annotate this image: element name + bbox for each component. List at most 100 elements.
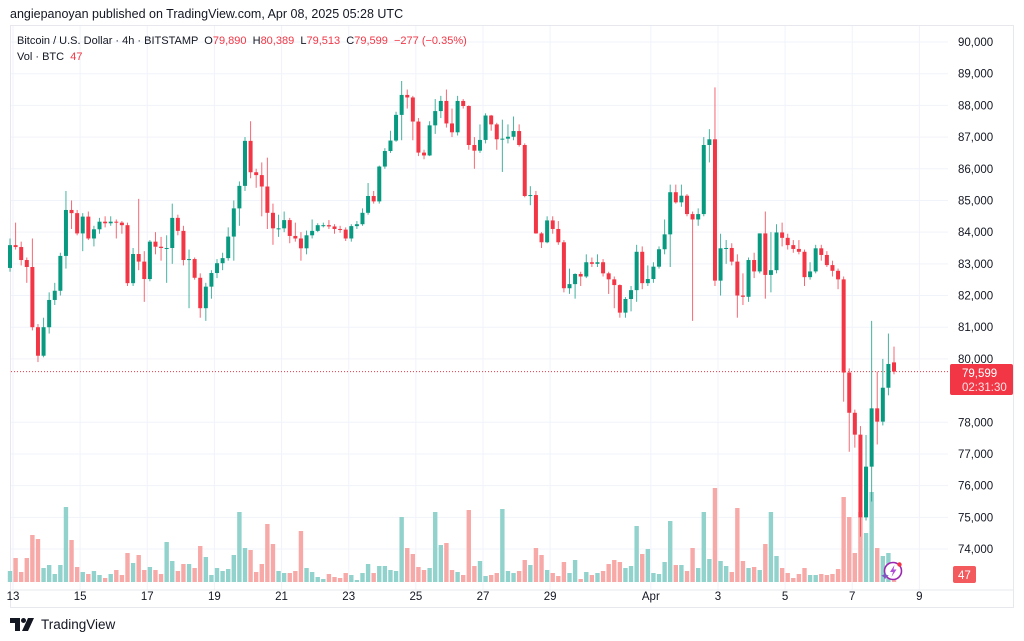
candle <box>108 221 113 224</box>
volume-bar <box>186 564 192 582</box>
candle <box>483 115 488 140</box>
candle <box>75 213 80 234</box>
volume-bar <box>399 517 404 582</box>
candle <box>69 209 74 214</box>
volume-bar <box>550 573 555 582</box>
candle <box>47 299 52 328</box>
candle <box>293 235 298 239</box>
volume-bar <box>595 573 600 582</box>
candle <box>847 372 852 413</box>
volume-bar <box>578 579 583 582</box>
time-tick-label: 9 <box>916 591 922 603</box>
volume-bar <box>315 577 320 582</box>
volume-bar <box>723 566 729 582</box>
volume-bar <box>528 565 533 582</box>
volume-bar <box>142 570 147 582</box>
volume-bar <box>500 509 505 582</box>
legend-volume-label[interactable]: Vol · BTC <box>17 51 65 63</box>
volume-bar <box>466 510 471 582</box>
candle <box>757 233 762 272</box>
volume-badge: 47 <box>953 566 976 583</box>
candle <box>617 285 622 313</box>
volume-bar <box>365 564 371 582</box>
volume-bar <box>623 568 628 582</box>
candle <box>522 144 527 197</box>
volume-bar <box>102 578 108 582</box>
volume-bar <box>58 565 63 582</box>
candle <box>517 131 522 145</box>
candle <box>147 241 152 280</box>
candle <box>601 262 606 274</box>
price-tick-label: 75,000 <box>958 512 993 524</box>
volume-bar <box>455 572 460 582</box>
candle <box>645 279 650 284</box>
time-tick-label: Apr <box>642 591 660 603</box>
volume-bar <box>533 548 539 582</box>
footer-brand[interactable]: TradingView <box>10 617 115 632</box>
candle <box>746 260 751 297</box>
price-axis[interactable]: 90,000 89,000 88,000 87,000 86,000 85,000 84,0… <box>958 37 993 556</box>
volume-bar <box>164 542 169 582</box>
volume-bar <box>544 570 550 582</box>
candle <box>690 214 695 220</box>
candle <box>489 115 494 125</box>
volume-bar <box>360 573 365 582</box>
candle <box>170 217 175 248</box>
volume-bar <box>819 574 824 582</box>
candle <box>394 114 399 141</box>
volume-bar <box>729 572 734 582</box>
volume-bar <box>41 568 46 582</box>
volume-bar <box>309 572 315 582</box>
candle <box>701 144 706 215</box>
volume-bar <box>460 575 466 582</box>
candle <box>640 251 645 284</box>
volume-bar <box>763 544 768 582</box>
bar-countdown: 02:31:30 <box>962 382 1007 394</box>
candle <box>595 262 600 264</box>
volume-bar <box>634 526 639 582</box>
time-axis[interactable]: 13 15 17 19 21 23 25 27 29 Apr 3 5 7 9 <box>7 591 923 603</box>
candle <box>248 140 253 173</box>
legend-change: −277 (−0.35%) <box>393 35 467 47</box>
candle <box>259 175 264 187</box>
candle <box>740 295 745 297</box>
volume-bar <box>433 512 438 582</box>
volume-bar <box>388 570 393 582</box>
volume-badge-value: 47 <box>958 570 971 582</box>
candle <box>584 262 589 277</box>
volume-bar <box>80 572 85 582</box>
candle <box>707 139 712 145</box>
volume-bar <box>796 574 802 582</box>
candle <box>712 139 717 281</box>
time-tick-label: 29 <box>544 591 557 603</box>
candle <box>131 254 136 284</box>
candle <box>103 221 108 224</box>
volume-bar <box>584 572 589 582</box>
volume-bar <box>35 539 41 582</box>
candle <box>623 299 628 313</box>
volume-bar <box>869 492 874 582</box>
volume-bar <box>248 550 253 582</box>
candle <box>785 237 790 246</box>
candle <box>533 195 538 234</box>
time-tick-label: 21 <box>275 591 288 603</box>
volume-bar <box>561 562 567 582</box>
candle <box>354 224 359 227</box>
volume-bar <box>488 575 494 582</box>
last-price-badge: 79,599 02:31:30 <box>950 364 1013 395</box>
candle <box>589 262 594 264</box>
volume-bar <box>253 572 259 582</box>
candle <box>684 195 689 215</box>
legend-symbol[interactable]: Bitcoin / U.S. Dollar · 4h · BITSTAMP <box>17 35 199 47</box>
price-tick-label: 90,000 <box>958 37 993 49</box>
volume-bar <box>158 574 164 582</box>
candle <box>91 229 96 239</box>
legend-high-label: H <box>252 35 261 47</box>
candle <box>332 226 337 229</box>
candle <box>298 238 303 249</box>
volume-bar <box>287 573 292 582</box>
volume-bar <box>791 578 796 582</box>
candle <box>450 123 455 133</box>
lightning-sparkle-icon[interactable] <box>881 561 903 581</box>
